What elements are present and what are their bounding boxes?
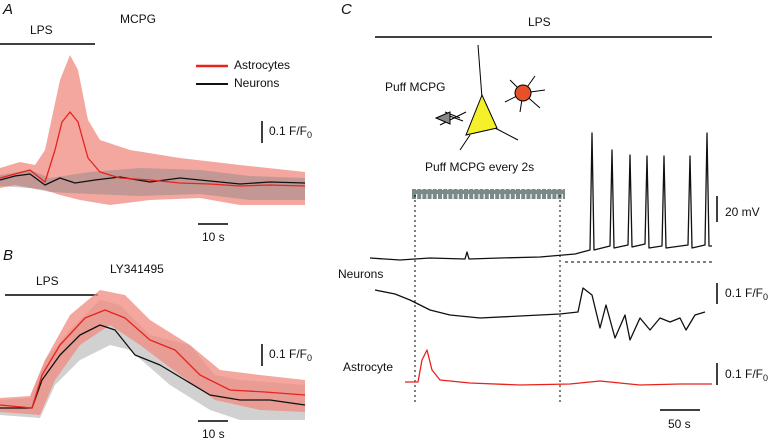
scale-label: 0.1 F/F0 [725,367,768,383]
neuron-trace [374,287,706,341]
legend-label: Neurons [234,76,279,90]
neuron-processes [439,44,519,151]
panel-letter: B [3,247,13,264]
scale-label: 20 mV [725,205,760,219]
electrode [434,111,451,125]
condition-label: LPS [528,15,551,29]
trace-label: Neurons [338,267,383,281]
drug-label: MCPG [120,12,156,26]
scale-label: 50 s [668,417,691,431]
neuron-trace [0,324,306,409]
astro-processes [504,75,546,113]
condition-label: LPS [36,274,59,288]
astro-trace [405,349,712,386]
scale-label: 0.1 F/F0 [725,286,768,302]
astro-trace [0,111,306,187]
astro-band [0,290,305,415]
scale-label: 10 s [202,230,225,244]
drug-label: LY341495 [110,262,164,276]
astro-band [0,55,305,205]
astro-soma [514,84,532,102]
panel-letter: A [2,1,13,18]
scale-label: 0.1 F/F0 [269,124,312,140]
scale-label: 0.1 F/F0 [269,347,312,363]
neuron-trace [0,173,306,186]
protocol-label: Puff MCPG every 2s [425,160,534,174]
ephys-trace [369,132,712,261]
astro-trace [0,309,306,409]
neuron-soma [465,93,498,136]
trace-label: Astrocyte [343,360,393,374]
scale-label: 10 s [202,427,225,441]
panel-letter: C [341,1,352,18]
neuron-band [0,168,305,200]
condition-label: LPS [30,23,53,37]
puff-label: Puff MCPG [385,80,445,94]
legend-label: Astrocytes [234,58,290,72]
